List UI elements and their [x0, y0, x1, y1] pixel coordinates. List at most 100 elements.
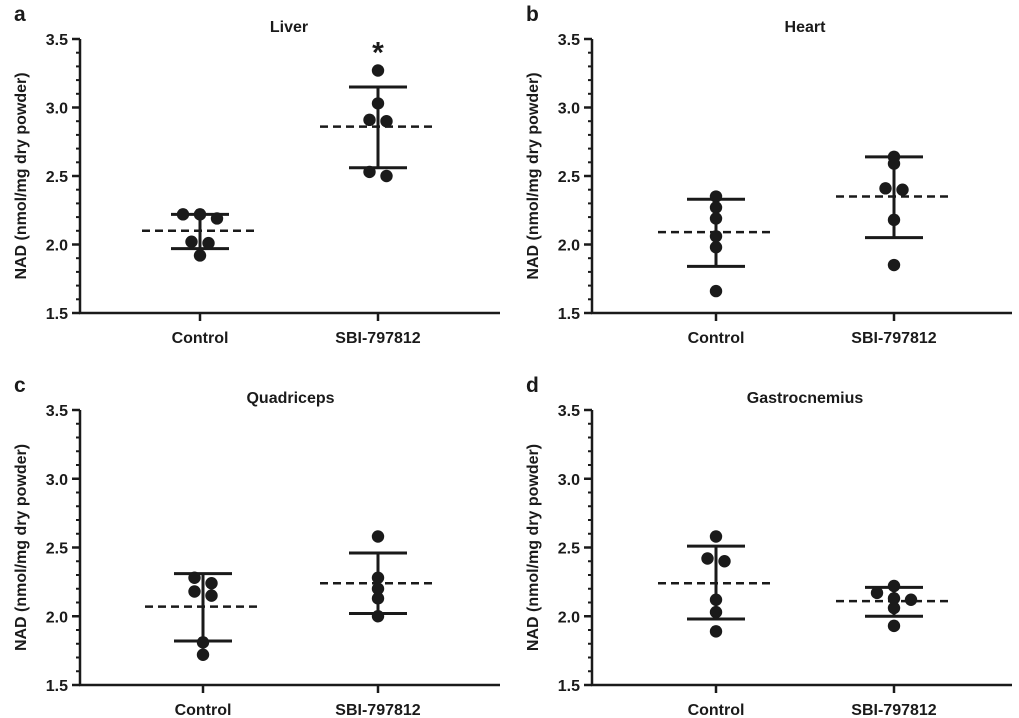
y-axis-title: NAD (nmol/mg dry powder)	[525, 444, 542, 651]
data-point	[210, 212, 224, 225]
y-tick-label: 2.5	[46, 169, 68, 186]
y-axis-title: NAD (nmol/mg dry powder)	[525, 72, 542, 279]
x-category-label: SBI-797812	[851, 702, 936, 718]
significance-mark: *	[372, 37, 384, 70]
y-tick-label: 1.5	[558, 306, 580, 323]
y-tick-label: 2.5	[558, 169, 580, 186]
data-point	[205, 577, 218, 590]
group-1: SBI-797812	[836, 579, 952, 718]
data-point	[709, 241, 723, 254]
y-tick-label: 2.0	[558, 609, 580, 626]
y-tick-label: 3.5	[558, 403, 580, 420]
data-point	[709, 284, 723, 298]
x-category-label: Control	[688, 702, 745, 718]
y-tick-label: 3.5	[46, 32, 68, 49]
y-tick-label: 2.5	[46, 541, 68, 558]
x-category-label: SBI-797812	[335, 330, 420, 347]
data-point	[870, 586, 884, 600]
data-point	[188, 585, 201, 598]
x-category-label: SBI-797812	[851, 330, 936, 347]
x-category-label: SBI-797812	[335, 702, 420, 718]
y-tick-label: 2.0	[558, 238, 580, 255]
data-point	[709, 530, 723, 543]
data-point	[887, 592, 901, 605]
y-tick-label: 1.5	[558, 678, 580, 695]
group-1: SBI-797812	[320, 530, 436, 718]
data-point	[718, 555, 731, 568]
data-point	[371, 582, 385, 595]
data-point	[371, 64, 385, 77]
data-point	[202, 236, 215, 250]
data-point	[709, 625, 723, 638]
y-tick-label: 3.5	[46, 403, 68, 420]
data-point	[709, 230, 723, 243]
data-point	[380, 169, 393, 183]
data-point	[709, 212, 723, 225]
data-point	[176, 208, 190, 221]
data-point	[196, 648, 210, 661]
panel-title: Liver	[270, 19, 308, 36]
y-tick-label: 3.0	[46, 472, 68, 489]
panel-title: Quadriceps	[246, 390, 334, 407]
panel-title: Heart	[785, 19, 827, 36]
data-point	[887, 258, 901, 272]
data-point	[371, 97, 385, 110]
group-1: SBI-797812 *	[320, 37, 436, 347]
data-point	[887, 619, 901, 633]
group-0: Control	[658, 190, 774, 347]
data-point	[887, 157, 901, 170]
data-point	[709, 201, 723, 214]
y-tick-label: 3.5	[558, 32, 580, 49]
data-point	[701, 552, 714, 565]
data-point	[380, 115, 393, 128]
group-0: Control	[658, 530, 774, 718]
data-point	[363, 165, 376, 179]
data-point	[904, 593, 918, 606]
x-category-label: Control	[172, 330, 229, 347]
data-point	[879, 182, 892, 195]
panel-letter: d	[526, 374, 539, 397]
panel-a: a Liver NAD (nmol/mg dry powder) 1.5 2.0 2.5 3…	[13, 3, 500, 347]
data-point	[896, 183, 909, 196]
data-point	[709, 605, 723, 619]
data-point	[887, 213, 901, 227]
panel-letter: a	[14, 3, 26, 26]
data-point	[371, 592, 385, 605]
data-point	[193, 249, 207, 262]
data-point	[709, 190, 723, 203]
group-0: Control	[142, 208, 258, 347]
panel-title: Gastrocnemius	[747, 390, 864, 407]
group-0: Control	[145, 571, 261, 718]
panel-c: c Quadriceps NAD (nmol/mg dry powder) 1.5 2.…	[13, 374, 500, 718]
y-axis-title: NAD (nmol/mg dry powder)	[13, 72, 30, 279]
data-point	[887, 579, 901, 593]
data-point	[887, 601, 901, 615]
data-point	[205, 589, 218, 602]
panel-letter: b	[526, 3, 539, 26]
group-1: SBI-797812	[836, 150, 952, 347]
data-point	[371, 530, 385, 543]
y-tick-label: 3.0	[46, 101, 68, 118]
y-axis-title: NAD (nmol/mg dry powder)	[13, 444, 30, 651]
y-tick-label: 2.5	[558, 541, 580, 558]
y-tick-label: 2.0	[46, 238, 68, 255]
data-point	[188, 571, 201, 584]
data-point	[363, 113, 376, 127]
y-tick-label: 3.0	[558, 101, 580, 118]
data-point	[193, 208, 207, 221]
y-tick-label: 2.0	[46, 609, 68, 626]
x-category-label: Control	[175, 702, 232, 718]
y-tick-label: 1.5	[46, 678, 68, 695]
data-point	[709, 593, 723, 606]
data-point	[371, 610, 385, 623]
panel-d: d Gastrocnemius NAD (nmol/mg dry powder) 1.…	[525, 374, 1012, 718]
panel-letter: c	[14, 374, 26, 397]
y-tick-label: 3.0	[558, 472, 580, 489]
data-point	[185, 235, 198, 248]
data-point	[371, 571, 385, 584]
panel-b: b Heart NAD (nmol/mg dry powder) 1.5 2.0 2.5 3…	[525, 3, 1012, 347]
data-point	[196, 636, 210, 649]
x-category-label: Control	[688, 330, 745, 347]
y-tick-label: 1.5	[46, 306, 68, 323]
